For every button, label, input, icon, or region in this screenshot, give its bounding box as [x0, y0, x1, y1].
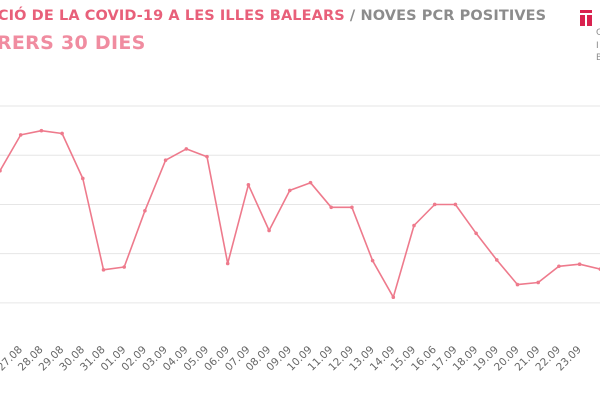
chart-title-sub: NOVES PCR POSITIVES [360, 8, 547, 24]
grid-lines [0, 105, 600, 304]
chart-title-separator: / [344, 8, 361, 24]
data-point-16.06 [432, 202, 437, 207]
series-noves-pcr [0, 129, 600, 299]
chart-title: UCIÓ DE LA COVID-19 A LES ILLES BALEARS … [0, 8, 546, 24]
series-line [0, 129, 600, 299]
data-point-12.09 [350, 205, 354, 210]
data-point-21.09 [536, 280, 540, 285]
data-point-19.09 [495, 258, 499, 262]
data-point-14.09 [391, 295, 396, 300]
data-point-18.09 [474, 231, 478, 236]
data-point-29.08 [60, 131, 64, 136]
data-point-20.09 [515, 282, 520, 287]
data-point-17.09 [453, 202, 458, 207]
x-axis-tick-labels: 27.0828.0829.0830.0831.0801.0902.0903.09… [0, 344, 584, 374]
data-point-10.09 [308, 180, 313, 185]
data-point-15.09 [412, 223, 416, 228]
data-point-02.09 [143, 208, 147, 213]
data-point-05.09 [205, 154, 209, 159]
data-point-07.09 [246, 182, 251, 187]
data-point-27.08 [18, 133, 23, 137]
data-point-06.09 [225, 261, 230, 266]
data-point-08.09 [267, 228, 271, 233]
data-point-26.08 [0, 168, 2, 173]
logo-text-line-1: G [596, 28, 600, 38]
chart-subtitle: RRERS 30 DIES [0, 32, 146, 54]
data-point-22.09 [557, 264, 561, 269]
data-point-04.09 [184, 147, 189, 151]
data-point-13.09 [370, 258, 375, 263]
logo-text-line-2: I [596, 41, 599, 51]
data-point-03.09 [163, 158, 168, 162]
data-point-11.09 [329, 205, 334, 210]
data-point-31.08 [101, 268, 106, 272]
govern-logo-icon [580, 10, 592, 26]
govern-logo: G I B [580, 10, 600, 63]
data-point-09.09 [288, 188, 292, 193]
chart-title-main: UCIÓ DE LA COVID-19 A LES ILLES BALEARS [0, 8, 345, 24]
data-point-30.08 [81, 176, 85, 181]
data-point-23.09 [577, 262, 582, 267]
logo-text-line-3: B [596, 53, 600, 63]
data-point-28.08 [39, 128, 44, 133]
data-point-01.09 [122, 265, 126, 269]
data-points [0, 128, 600, 300]
